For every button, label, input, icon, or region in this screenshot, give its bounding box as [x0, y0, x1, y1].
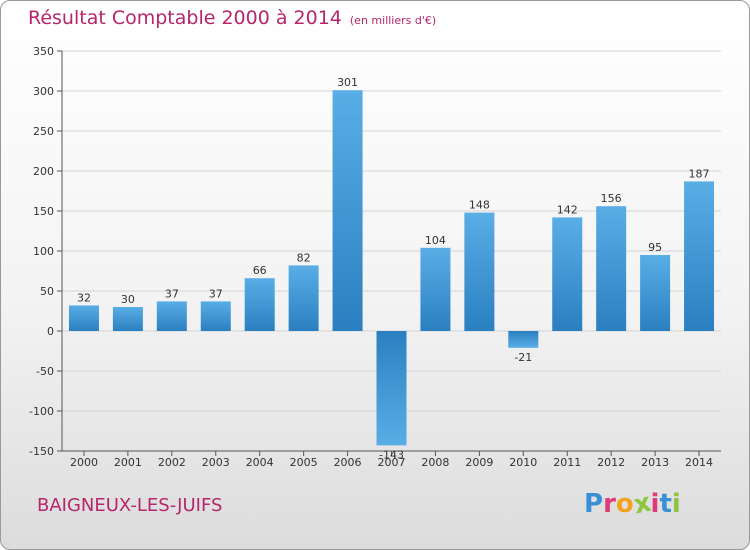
bar-2011 [552, 217, 583, 331]
bar-2006 [332, 90, 363, 331]
x-tick-label: 2014 [685, 456, 713, 469]
value-label-2006: 301 [337, 76, 358, 89]
value-label-2007: -143 [379, 448, 404, 461]
x-tick-label: 2003 [202, 456, 230, 469]
x-tick-label: 2004 [246, 456, 274, 469]
bar-2013 [640, 255, 671, 331]
bar-2007 [376, 331, 407, 446]
chart-title: Résultat Comptable 2000 à 2014 (en millie… [28, 7, 436, 29]
x-tick-label: 2006 [334, 456, 362, 469]
y-tick-label: 300 [33, 85, 54, 98]
y-tick-label: -100 [29, 405, 54, 418]
bar-2012 [596, 206, 627, 331]
chart-unit: (en milliers d'€) [349, 14, 437, 27]
logo-letter: o [615, 489, 634, 519]
x-tick-labels: 2000 2001 2002 2003 2004 2005 2006 2007 2008 2009… [70, 456, 713, 469]
value-label-2004: 66 [253, 264, 267, 277]
bar-2009 [464, 212, 495, 331]
value-label-2002: 37 [165, 287, 179, 300]
chart-title-text: Résultat Comptable 2000 à 2014 [28, 7, 342, 29]
value-label-2000: 32 [77, 291, 91, 304]
y-tick-label: 350 [33, 45, 54, 58]
x-tick-label: 2002 [158, 456, 186, 469]
logo-letter: t [659, 489, 672, 519]
logo-letter: r [603, 489, 616, 519]
x-tick-label: 2000 [70, 456, 98, 469]
x-tick-label: 2013 [641, 456, 669, 469]
value-label-2005: 82 [297, 251, 311, 264]
y-tick-label: 250 [33, 125, 54, 138]
bar-2005 [288, 265, 319, 331]
bar-2000 [68, 305, 99, 331]
axes [57, 50, 721, 456]
y-tick-label: 50 [40, 285, 54, 298]
x-tick-label: 2011 [553, 456, 581, 469]
logo-letter: P [584, 489, 604, 519]
value-label-2008: 104 [425, 234, 446, 247]
bar-2003 [200, 301, 231, 331]
bar-2008 [420, 247, 451, 331]
logo-letter: i [650, 489, 660, 519]
value-label-2014: 187 [689, 167, 710, 180]
value-label-2013: 95 [648, 241, 662, 254]
value-label-2009: 148 [469, 199, 490, 212]
x-tick-label: 2010 [509, 456, 537, 469]
y-tick-label: -50 [36, 365, 54, 378]
bar-2014 [684, 181, 715, 331]
value-label-2011: 142 [557, 203, 578, 216]
x-tick-label: 2005 [290, 456, 318, 469]
x-tick-label: 2009 [465, 456, 493, 469]
x-tick-label: 2001 [114, 456, 142, 469]
value-label-2012: 156 [601, 192, 622, 205]
y-tick-label: 100 [33, 245, 54, 258]
bars [68, 90, 715, 446]
bar-2004 [244, 278, 275, 331]
value-label-2003: 37 [209, 287, 223, 300]
bar-2001 [112, 307, 143, 331]
proxiti-logo: Proxiti [584, 488, 681, 521]
y-tick-label: 150 [33, 205, 54, 218]
value-label-2001: 30 [121, 293, 135, 306]
commune-name: BAIGNEUX-LES-JUIFS [37, 495, 223, 516]
x-tick-label: 2008 [421, 456, 449, 469]
y-tick-label: 0 [47, 325, 54, 338]
value-label-2010: -21 [514, 351, 532, 364]
value-labels: 32 30 37 37 66 82 301 -143 104 148 -21 142 156 95 187 [77, 76, 710, 461]
bar-2002 [156, 301, 187, 331]
x-tick-label: 2012 [597, 456, 625, 469]
y-tick-label: -150 [29, 445, 54, 458]
x-tick-label: 2007 [378, 456, 406, 469]
y-tick-labels: -150 -100 -50 0 50 100 150 200 250 300 350 [29, 45, 54, 458]
bar-2010 [508, 331, 539, 348]
y-tick-label: 200 [33, 165, 54, 178]
logo-letter: i [671, 489, 681, 519]
